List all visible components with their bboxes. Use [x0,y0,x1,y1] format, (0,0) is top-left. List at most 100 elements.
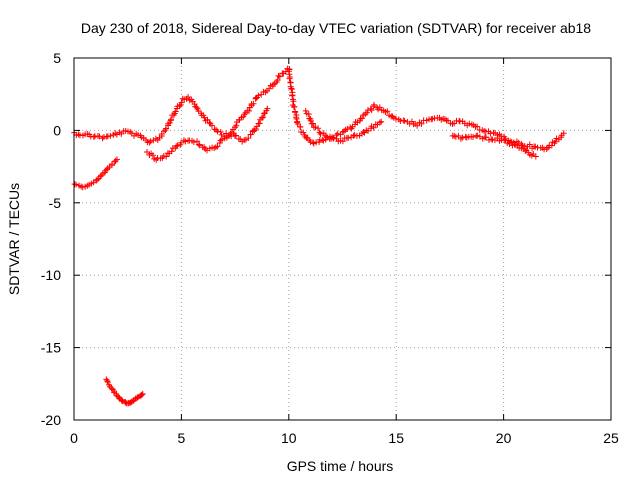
data-point-marker [482,134,489,141]
data-point-marker [168,116,175,123]
data-point-marker [213,126,220,133]
data-point-marker [378,118,385,125]
data-point-marker [288,86,295,93]
data-point-marker [107,132,114,139]
data-point-marker [452,133,459,140]
data-point-marker [560,130,567,137]
data-point-marker [172,108,179,115]
data-point-marker [204,116,211,123]
data-point-marker [302,107,309,114]
plot-frame [73,57,612,421]
data-point-marker [185,94,192,101]
data-point-marker [134,394,141,401]
data-point-marker [100,134,107,141]
data-point-marker [365,127,372,134]
data-point-marker [219,136,226,143]
y-axis-label: SDTVAR / TECUs [6,183,22,295]
data-point-marker [138,391,145,398]
data-point-marker [201,114,208,121]
data-point-marker [470,134,477,141]
data-point-marker [252,126,259,133]
data-point-marker [149,152,156,159]
data-point-marker [368,107,375,114]
data-point-marker [214,143,221,150]
grid-lines [74,58,611,420]
data-point-marker [232,132,239,139]
x-tick-label: 20 [496,430,512,446]
data-point-marker [241,111,248,118]
data-point-marker [329,134,336,141]
x-tick-label: 25 [603,430,619,446]
data-point-marker [143,149,150,156]
data-point-marker [103,166,110,173]
data-point-marker [255,92,262,99]
data-point-marker [297,124,304,131]
x-tick-label: 10 [281,430,297,446]
data-point-marker [384,108,391,115]
data-point-marker [543,145,550,152]
data-point-marker [363,109,370,116]
data-points [71,65,567,407]
data-point-marker [548,142,555,149]
data-point-marker [274,77,281,84]
data-point-marker [266,85,273,92]
data-point-marker [312,124,319,131]
data-point-marker [113,156,120,163]
data-point-marker [275,72,282,79]
data-point-marker [370,124,377,131]
data-point-marker [190,139,197,146]
data-point-marker [507,138,514,145]
data-point-marker [173,143,180,150]
data-point-marker [139,390,146,397]
data-point-marker [526,141,533,148]
data-point-marker [474,132,481,139]
data-point-marker [256,120,263,127]
data-point-marker [292,109,299,116]
data-point-marker [345,134,352,141]
data-point-marker [163,153,170,160]
data-point-marker [147,138,154,145]
data-point-marker [466,120,473,127]
data-point-marker [359,115,366,122]
data-point-marker [260,114,267,121]
data-point-marker [414,122,421,129]
data-point-marker [258,114,265,121]
data-point-marker [322,132,329,139]
chart-title: Day 230 of 2018, Sidereal Day-to-day VTE… [81,20,591,36]
data-point-marker [418,120,425,127]
data-point-marker [246,107,253,114]
data-point-marker [317,130,324,137]
data-point-marker [334,130,341,137]
x-tick-label: 0 [70,430,78,446]
data-point-marker [445,117,452,124]
data-point-marker [320,130,327,137]
data-point-marker [146,139,153,146]
data-point-marker [208,122,215,129]
data-point-marker [455,132,462,139]
data-point-marker [316,129,323,136]
data-point-marker [294,119,301,126]
data-point-marker [233,122,240,129]
y-tick-label: 0 [53,122,61,138]
data-point-marker [104,378,111,385]
data-point-marker [339,138,346,145]
data-point-marker [194,138,201,145]
data-point-marker [286,75,293,82]
data-point-marker [214,128,221,135]
data-point-marker [182,138,189,145]
data-point-marker [99,135,106,142]
data-point-marker [392,115,399,122]
y-tick-label: 5 [53,50,61,66]
data-point-marker [178,139,185,146]
data-point-marker [104,377,111,384]
data-point-marker [276,73,283,80]
data-point-marker [522,147,529,154]
data-point-marker [371,101,378,108]
y-tick-label: -10 [41,267,61,283]
data-point-marker [112,157,119,164]
y-tick-label: -15 [41,340,61,356]
data-point-marker [90,134,97,141]
data-point-marker [289,92,296,99]
data-point-marker [217,128,224,135]
